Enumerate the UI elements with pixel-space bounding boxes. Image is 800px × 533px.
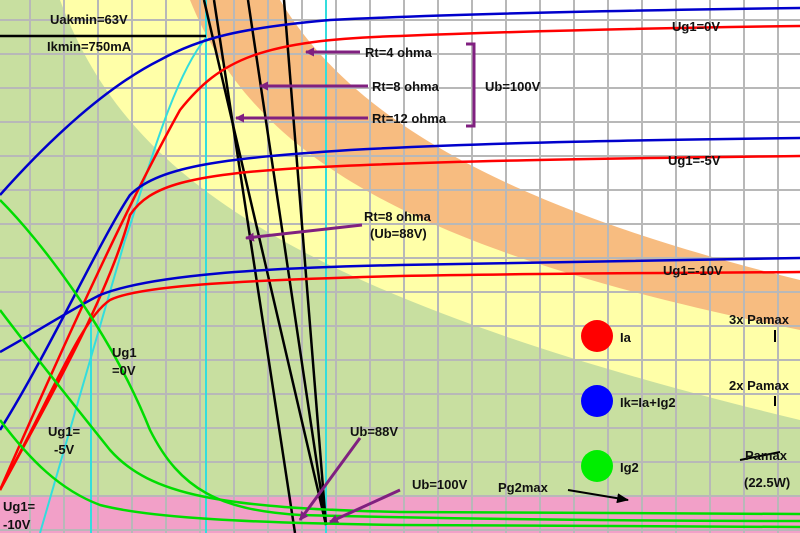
ik-curves xyxy=(0,6,800,431)
rt8-label: Rt=8 ohma xyxy=(372,79,440,94)
legend-dot-ia xyxy=(581,320,613,352)
pamax2-label: 2x Pamax xyxy=(729,378,790,393)
g2-ug1-m5-label-a: Ug1= xyxy=(48,424,81,439)
g2-ug1-m10-label-b: -10V xyxy=(3,517,31,532)
g2-ug1-m5-label-b: -5V xyxy=(54,442,75,457)
ig2-curves xyxy=(0,199,800,529)
load-line-rt8-ub88 xyxy=(212,0,297,533)
load-line-rt4 xyxy=(202,0,328,526)
ig2-ug1-m5 xyxy=(0,309,800,516)
purple-arrows xyxy=(235,42,476,524)
uakmin-label: Uakmin=63V xyxy=(50,12,128,27)
ub100-label: Ub=100V xyxy=(412,477,468,492)
ig2-ug1-0 xyxy=(0,199,800,523)
legend-ia-label: Ia xyxy=(620,330,632,345)
pamax3-label: 3x Pamax xyxy=(729,312,790,327)
rt4-label: Rt=4 ohma xyxy=(365,45,433,60)
ia-curves xyxy=(0,24,800,491)
ik-ug1-m10 xyxy=(0,256,800,354)
ug1-m5-label: Ug1=-5V xyxy=(668,153,721,168)
ia-ug1-m10 xyxy=(0,270,800,491)
ikmin-label: Ikmin=750mA xyxy=(47,39,132,54)
ik-ug1-0 xyxy=(0,6,800,196)
g2-ug1-m10-label-a: Ug1= xyxy=(3,499,36,514)
legend-dot-ik xyxy=(581,385,613,417)
labels: Uakmin=63V Ikmin=750mA Ug1=0V Ug1=-5V Ug… xyxy=(3,12,790,532)
rt8-ub88-label: Rt=8 ohma xyxy=(364,209,432,224)
rt8-ub88-sublabel: (Ub=88V) xyxy=(370,226,427,241)
legend-dot-ig2 xyxy=(581,450,613,482)
ub88-label: Ub=88V xyxy=(350,424,398,439)
g2-ug1-0-label-b: =0V xyxy=(112,363,136,378)
rt12-label: Rt=12 ohma xyxy=(372,111,447,126)
legend-ik-label: Ik=Ia+Ig2 xyxy=(620,395,676,410)
legend-ig2-label: Ig2 xyxy=(620,460,639,475)
pg2max-label: Pg2max xyxy=(498,480,549,495)
pamax-label: Pamax xyxy=(745,448,788,463)
ug1-m10-label: Ug1=-10V xyxy=(663,263,723,278)
ug1-0-label: Ug1=0V xyxy=(672,19,720,34)
g2-ug1-0-label-a: Ug1 xyxy=(112,345,137,360)
ik-ug1-m5 xyxy=(0,136,800,431)
ia-ug1-0 xyxy=(0,24,800,491)
pamax-sublabel: (22.5W) xyxy=(744,475,790,490)
ig2-ug1-m10 xyxy=(0,419,800,529)
black-arrows xyxy=(567,330,781,504)
ub100-brace-label: Ub=100V xyxy=(485,79,541,94)
